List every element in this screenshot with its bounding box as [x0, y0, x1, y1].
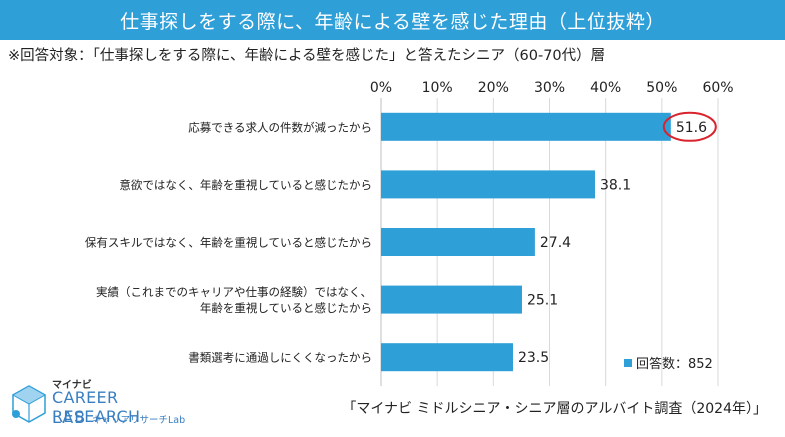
value-label: 23.5 — [518, 350, 549, 366]
category-label: 意欲ではなく、年齢を重視していると感じたから — [119, 178, 372, 192]
value-label: 51.6 — [676, 120, 707, 136]
bar — [381, 285, 522, 314]
x-tick-label: 10% — [422, 80, 453, 96]
bar — [381, 343, 513, 372]
career-research-lab-logo: マイナビ CAREER RESEARCH LAB キャリアリサーチLab — [10, 376, 200, 432]
chart-subtitle: ※回答対象：「仕事探しをする際に、年齢による壁を感じた」と答えたシニア（60-7… — [8, 48, 606, 64]
bar — [381, 170, 595, 199]
legend-label: 回答数：852 — [636, 357, 713, 372]
x-tick-label: 30% — [534, 80, 565, 96]
category-label: 応募できる求人の件数が減ったから — [188, 120, 372, 134]
bar — [381, 228, 535, 256]
chart-title: 仕事探しをする際に、年齢による壁を感じた理由（上位抜粋） — [120, 10, 665, 33]
logo-subtitle: キャリアリサーチLab — [92, 415, 186, 426]
category-label: 保有スキルではなく、年齢を重視していると感じたから — [85, 236, 372, 250]
x-tick-label: 50% — [646, 80, 677, 96]
x-tick-label: 40% — [590, 80, 621, 96]
logo-line1: CAREER RESEARCH — [52, 388, 141, 426]
category-label: 実績（これまでのキャリアや仕事の経験）ではなく、 — [96, 285, 372, 299]
legend: 回答数：852 — [624, 353, 713, 372]
x-tick-label: 0% — [370, 80, 392, 96]
cube-logo-icon — [11, 385, 47, 423]
category-label: 書類選考に通過しにくくなったから — [188, 351, 372, 365]
highlight-ellipse — [662, 111, 717, 142]
value-label: 25.1 — [527, 293, 558, 309]
x-tick-label: 20% — [478, 80, 509, 96]
value-label: 27.4 — [540, 235, 571, 251]
legend-swatch — [624, 358, 632, 367]
logo-brand: マイナビ — [52, 380, 92, 391]
category-label: 年齢を重視していると感じたから — [200, 301, 372, 315]
x-tick-label: 60% — [702, 80, 733, 96]
bar — [381, 112, 671, 141]
value-label: 38.1 — [600, 177, 631, 193]
title-banner: 仕事探しをする際に、年齢による壁を感じた理由（上位抜粋） — [0, 0, 785, 40]
logo-line2: LAB — [52, 408, 87, 427]
source-note: 「マイナビ ミドルシニア・シニア層のアルバイト調査（2024年）」 — [342, 401, 767, 417]
